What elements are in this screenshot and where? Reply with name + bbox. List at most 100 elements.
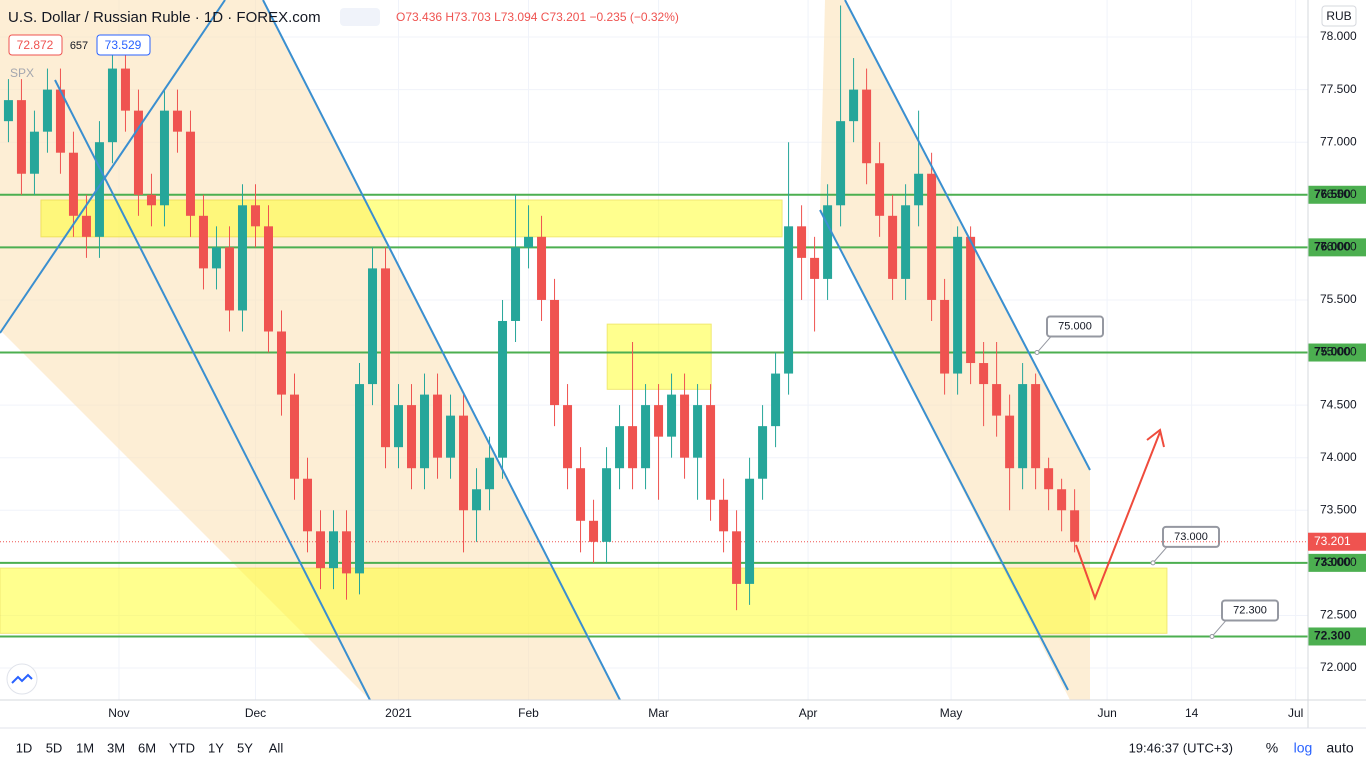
candle-body bbox=[94, 142, 104, 237]
y-tick-label: 73.500 bbox=[1320, 502, 1357, 516]
x-tick-label: 14 bbox=[1185, 706, 1199, 720]
candle-body bbox=[459, 415, 469, 511]
logo[interactable] bbox=[6, 663, 38, 695]
candle-body bbox=[42, 89, 52, 132]
y-tick-label: 76.000 bbox=[1320, 240, 1357, 254]
currency-box bbox=[1321, 5, 1357, 27]
level-axis-label: 75.000 bbox=[1314, 345, 1351, 359]
candle-body bbox=[992, 384, 1002, 416]
candle-body bbox=[133, 110, 143, 195]
candle-body bbox=[641, 405, 651, 469]
callout-leader bbox=[1211, 620, 1227, 637]
candle-body bbox=[433, 394, 443, 458]
x-tick-label: Apr bbox=[799, 706, 818, 720]
callout-box bbox=[1046, 315, 1104, 338]
callout-label: 72.300 bbox=[1233, 604, 1267, 616]
range-button[interactable]: 5Y bbox=[237, 740, 253, 755]
level-axis-box bbox=[1308, 238, 1366, 257]
overlay-symbol: SPX bbox=[10, 66, 34, 80]
candle-body bbox=[784, 226, 794, 374]
x-tick-label: Feb bbox=[518, 706, 539, 720]
x-tick-label: Jun bbox=[1097, 706, 1116, 720]
range-button[interactable]: 3M bbox=[107, 740, 125, 755]
y-tick-label: 72.500 bbox=[1320, 608, 1357, 622]
badge bbox=[340, 8, 380, 26]
percent-toggle[interactable]: % bbox=[1266, 740, 1278, 756]
candle-body bbox=[797, 226, 807, 258]
y-tick-label: 74.000 bbox=[1320, 450, 1357, 464]
candle-body bbox=[107, 68, 117, 143]
candle-body bbox=[667, 394, 677, 437]
log-toggle[interactable]: log bbox=[1294, 740, 1313, 756]
ohlc: O73.436 H73.703 L73.094 C73.201 −0.235 (… bbox=[396, 10, 679, 24]
zones bbox=[0, 199, 1168, 634]
candle-body bbox=[654, 405, 664, 437]
y-tick-label: 73.000 bbox=[1320, 555, 1357, 569]
candle-body bbox=[498, 320, 508, 458]
candle-body bbox=[381, 268, 391, 448]
candle-body bbox=[55, 89, 65, 153]
y-tick-label: 74.500 bbox=[1320, 397, 1357, 411]
candle-body bbox=[302, 478, 312, 532]
ask-box[interactable] bbox=[96, 34, 151, 56]
symbol: U.S. Dollar / Russian Ruble · 1D · FOREX… bbox=[8, 9, 321, 26]
currency: RUB bbox=[1326, 9, 1351, 23]
candle-body bbox=[875, 163, 885, 216]
candle-body bbox=[953, 236, 963, 374]
range-button[interactable]: 1D bbox=[16, 740, 33, 755]
candle-body bbox=[16, 100, 26, 174]
channel-fill bbox=[0, 0, 620, 700]
callout-label: 75.000 bbox=[1058, 320, 1092, 332]
auto-toggle[interactable]: auto bbox=[1326, 740, 1353, 756]
level-axis-label: 72.300 bbox=[1314, 629, 1351, 643]
candle-body bbox=[1005, 415, 1015, 469]
candle-body bbox=[407, 405, 417, 469]
range-button[interactable]: All bbox=[269, 740, 284, 755]
levels: 76.50076.00075.00075.00073.00073.00072.3… bbox=[0, 185, 1366, 646]
candle-body bbox=[355, 384, 365, 574]
x-tick-label: Dec bbox=[245, 706, 266, 720]
range-button[interactable]: 1Y bbox=[208, 740, 224, 755]
y-tick-label: 75.500 bbox=[1320, 292, 1357, 306]
candle-body bbox=[68, 152, 78, 216]
range-button[interactable]: 6M bbox=[138, 740, 156, 755]
clock: 19:46:37 (UTC+3) bbox=[1129, 740, 1233, 755]
zone bbox=[0, 567, 1168, 634]
y-tick-label: 77.500 bbox=[1320, 82, 1357, 96]
candle-body bbox=[836, 121, 846, 206]
level-axis-box bbox=[1308, 185, 1366, 204]
candle-body bbox=[342, 531, 352, 574]
range-button[interactable]: 5D bbox=[46, 740, 63, 755]
candle-body bbox=[172, 110, 182, 132]
x-tick-label: May bbox=[940, 706, 963, 720]
candle-body bbox=[771, 373, 781, 427]
range-button[interactable]: YTD bbox=[169, 740, 195, 755]
level-axis-box bbox=[1308, 627, 1366, 646]
candle-body bbox=[615, 426, 625, 469]
candle-body bbox=[758, 426, 768, 479]
y-tick-label: 78.000 bbox=[1320, 29, 1357, 43]
candle-body bbox=[1070, 510, 1080, 542]
ask[interactable]: 73.529 bbox=[105, 38, 142, 52]
candle-body bbox=[732, 531, 742, 584]
candle-body bbox=[394, 405, 404, 448]
zone bbox=[40, 199, 783, 238]
range-button[interactable]: 1M bbox=[76, 740, 94, 755]
candle-body bbox=[680, 394, 690, 458]
callout-label: 73.000 bbox=[1174, 531, 1208, 543]
candle-body bbox=[550, 299, 560, 406]
candle-body bbox=[719, 499, 729, 532]
callout-anchor bbox=[1150, 560, 1156, 566]
axes: 78.000 77.500 77.000 76.500 76.000 75.500 75.0… bbox=[108, 29, 1366, 720]
candle-body bbox=[524, 236, 534, 248]
level-axis-box bbox=[1308, 553, 1366, 572]
candle-body bbox=[979, 363, 989, 385]
candle-body bbox=[914, 173, 924, 206]
candle-body bbox=[289, 394, 299, 479]
bid-box[interactable] bbox=[8, 34, 63, 56]
last-price-label: 73.201 bbox=[1314, 534, 1351, 548]
candle-body bbox=[224, 247, 234, 311]
candle-body bbox=[329, 531, 339, 569]
candle-body bbox=[511, 247, 521, 321]
bid[interactable]: 72.872 bbox=[17, 38, 54, 52]
